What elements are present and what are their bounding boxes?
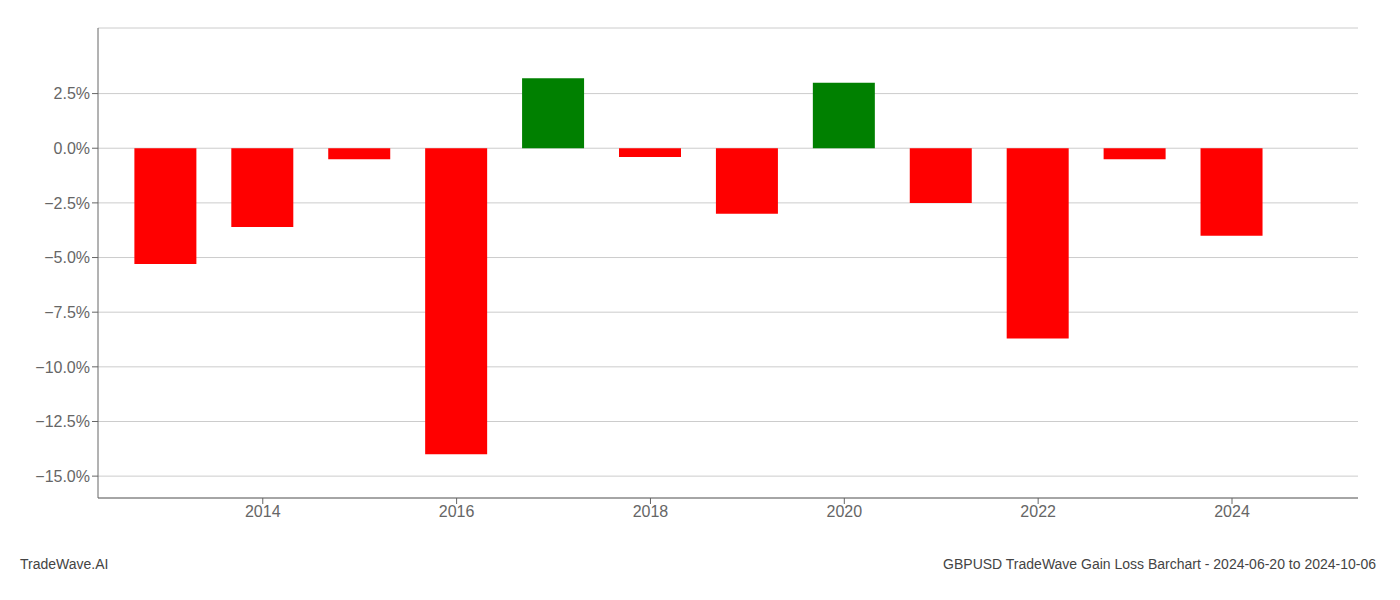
svg-text:2024: 2024 bbox=[1214, 503, 1250, 520]
svg-text:0.0%: 0.0% bbox=[54, 140, 90, 157]
svg-text:2014: 2014 bbox=[245, 503, 281, 520]
html-text:GBPUSD TradeWave Gain Loss Bar: GBPUSD TradeWave Gain Loss Barchart - 20… bbox=[943, 556, 1376, 572]
svg-text:2.5%: 2.5% bbox=[54, 85, 90, 102]
svg-text:2016: 2016 bbox=[439, 503, 475, 520]
svg-text:2022: 2022 bbox=[1020, 503, 1056, 520]
svg-text:−12.5%: −12.5% bbox=[35, 413, 90, 430]
svg-text:−10.0%: −10.0% bbox=[35, 359, 90, 376]
svg-text:2018: 2018 bbox=[633, 503, 669, 520]
svg-text:−2.5%: −2.5% bbox=[44, 195, 90, 212]
svg-text:−5.0%: −5.0% bbox=[44, 249, 90, 266]
svg-text:−15.0%: −15.0% bbox=[35, 468, 90, 485]
svg-text:−7.5%: −7.5% bbox=[44, 304, 90, 321]
html-text:TradeWave.AI: TradeWave.AI bbox=[20, 556, 109, 572]
svg-text:2020: 2020 bbox=[827, 503, 863, 520]
